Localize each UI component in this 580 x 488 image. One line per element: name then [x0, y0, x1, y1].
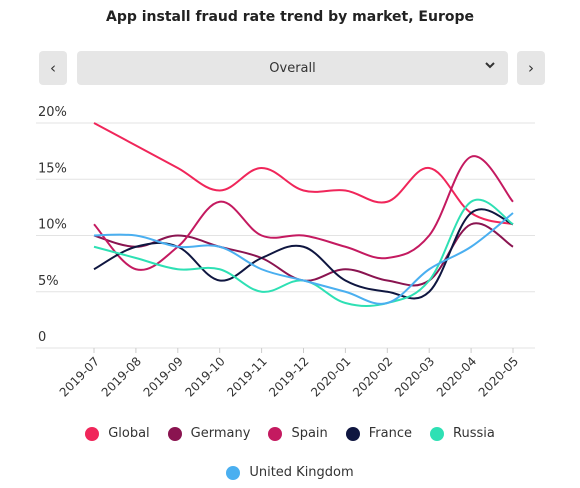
series-line-france	[93, 208, 514, 300]
line-chart: 0 5% 10% 15% 20% 2019-072019-082019-092019-10…	[36, 105, 535, 400]
legend-label: Germany	[190, 426, 251, 441]
legend-dot-icon	[430, 426, 444, 441]
chevron-right-icon: ›	[528, 59, 534, 77]
legend-item-spain[interactable]: Spain	[268, 426, 328, 441]
legend-item-germany[interactable]: Germany	[167, 426, 251, 441]
y-tick-label: 0	[38, 330, 46, 345]
x-tick-label: 2020-03	[392, 354, 437, 399]
x-tick-label: 2019-11	[224, 354, 269, 399]
x-tick-label: 2019-10	[182, 354, 227, 399]
selected-filter-label: Overall	[269, 60, 316, 76]
legend-dot-icon	[345, 426, 360, 441]
y-tick-label: 5%	[38, 274, 59, 289]
legend-dot-icon	[85, 426, 100, 441]
series-line-united-kingdom	[93, 212, 514, 305]
x-tick-label: 2020-01	[308, 354, 353, 399]
series-line-germany	[93, 222, 514, 287]
x-tick-label: 2019-12	[266, 354, 311, 399]
legend-label: Russia	[453, 426, 495, 441]
y-tick-label: 15%	[38, 161, 67, 176]
legend-item-russia[interactable]: Russia	[430, 426, 495, 441]
legend-dot-icon	[268, 426, 283, 441]
y-tick-label: 20%	[38, 105, 67, 120]
y-tick-label: 10%	[38, 218, 67, 233]
legend-label: Spain	[291, 426, 328, 441]
legend-item-global[interactable]: Global	[85, 426, 150, 441]
chevron-down-icon	[484, 59, 496, 74]
legend-item-united-kingdom[interactable]: United Kingdom	[226, 465, 354, 480]
legend-dot-icon	[226, 465, 241, 480]
previous-button[interactable]: ‹	[39, 51, 67, 85]
legend-label: Global	[108, 426, 150, 441]
x-tick-label: 2020-04	[434, 354, 479, 399]
x-tick-label: 2020-02	[350, 354, 395, 399]
legend-dot-icon	[167, 426, 182, 441]
legend-label: France	[368, 426, 412, 441]
x-tick-label: 2019-08	[99, 354, 144, 399]
legend-label: United Kingdom	[249, 465, 354, 480]
x-tick-label: 2019-07	[57, 354, 102, 399]
next-button[interactable]: ›	[517, 51, 545, 85]
market-filter-select[interactable]: Overall	[77, 51, 508, 85]
chart-title: App install fraud rate trend by market, …	[106, 9, 474, 25]
legend-item-france[interactable]: France	[345, 426, 412, 441]
x-tick-label: 2019-09	[141, 354, 186, 399]
series-line-global	[93, 122, 514, 226]
series-line-spain	[93, 155, 514, 271]
chart-legend: Global Germany Spain France Russia United Kin…	[0, 426, 580, 480]
x-tick-label: 2020-05	[476, 354, 521, 399]
chevron-left-icon: ‹	[50, 59, 56, 77]
